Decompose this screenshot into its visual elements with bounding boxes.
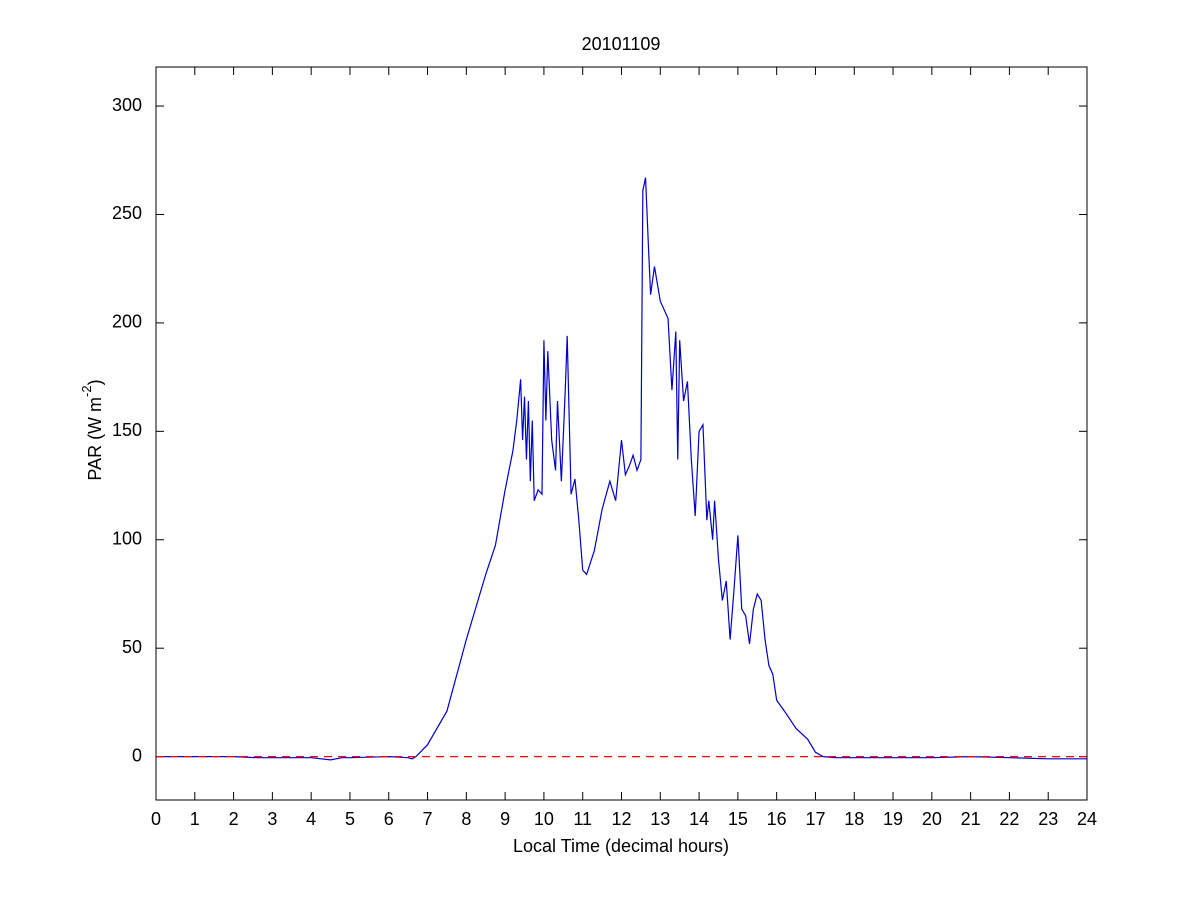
x-tick-label: 5: [345, 809, 355, 829]
x-tick-label: 7: [423, 809, 433, 829]
chart-title: 20101109: [582, 34, 661, 54]
plot-frame: [155, 66, 1088, 801]
x-tick-label: 21: [961, 809, 981, 829]
x-tick-label: 16: [767, 809, 787, 829]
y-tick-label: 250: [112, 203, 142, 223]
x-tick-label: 23: [1038, 809, 1058, 829]
x-tick-label: 10: [534, 809, 554, 829]
y-axis-label: PAR (W m-2): [79, 379, 104, 480]
x-tick-label: 22: [999, 809, 1019, 829]
y-label-close: ): [85, 379, 105, 385]
x-tick-label: 2: [229, 809, 239, 829]
series-line: [156, 177, 1087, 761]
x-tick-label: 11: [573, 809, 592, 829]
x-tick-label: 0: [151, 809, 161, 829]
y-tick-label: 50: [122, 637, 142, 657]
x-tick-label: 14: [689, 809, 709, 829]
y-tick-label: 0: [132, 745, 142, 765]
x-axis-label: Local Time (decimal hours): [513, 836, 729, 856]
x-tick-label: 8: [461, 809, 471, 829]
y-tick-label: 300: [112, 95, 142, 115]
y-tick-label: 150: [112, 420, 142, 440]
y-label-exponent: -2: [79, 385, 94, 397]
x-tick-label: 9: [500, 809, 510, 829]
x-tick-label: 24: [1077, 809, 1097, 829]
x-tick-label: 13: [650, 809, 670, 829]
x-tick-label: 6: [384, 809, 394, 829]
y-label-main: PAR (W m: [85, 397, 105, 481]
x-tick-label: 15: [728, 809, 748, 829]
x-tick-label: 12: [611, 809, 631, 829]
x-tick-label: 17: [805, 809, 825, 829]
y-tick-label: 200: [112, 312, 142, 332]
x-tick-label: 18: [844, 809, 864, 829]
x-tick-label: 4: [306, 809, 316, 829]
x-tick-label: 19: [883, 809, 903, 829]
x-tick-label: 1: [190, 809, 200, 829]
y-tick-label: 100: [112, 529, 142, 549]
x-tick-label: 3: [267, 809, 277, 829]
x-tick-label: 20: [922, 809, 942, 829]
